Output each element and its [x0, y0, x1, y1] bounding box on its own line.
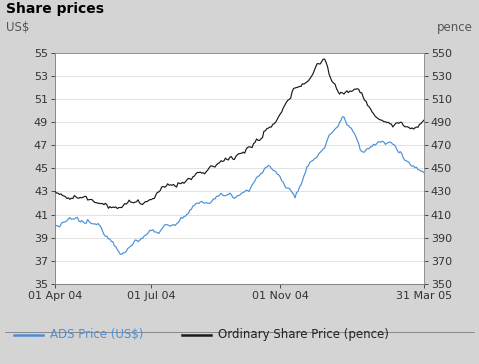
Text: Share prices: Share prices: [6, 3, 104, 16]
Text: Ordinary Share Price (pence): Ordinary Share Price (pence): [218, 328, 389, 341]
Text: US$: US$: [6, 21, 30, 34]
Text: ADS Price (US$): ADS Price (US$): [50, 328, 144, 341]
Text: pence: pence: [437, 21, 473, 34]
